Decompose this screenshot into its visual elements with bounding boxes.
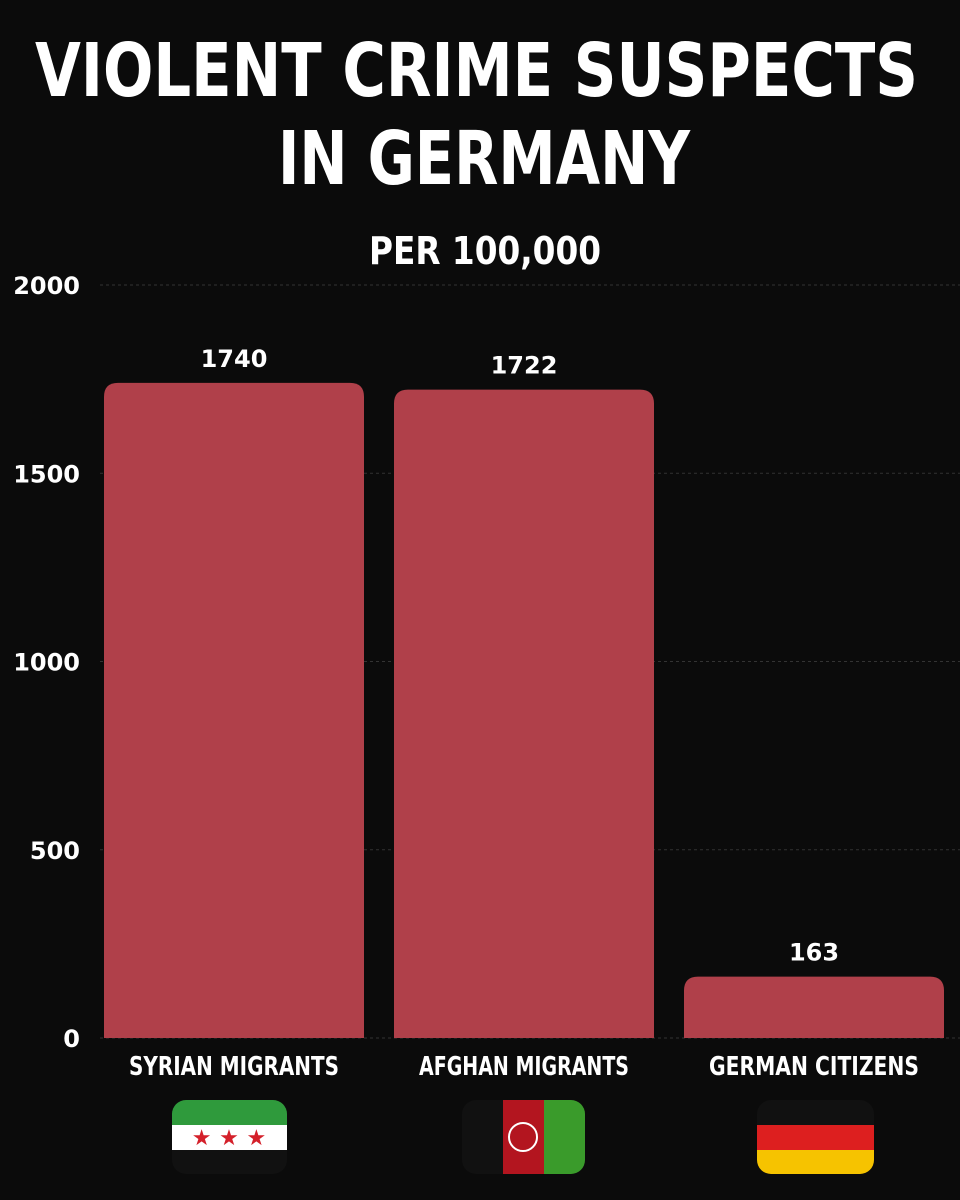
y-tick-label: 1500 <box>13 460 80 488</box>
flag-germany <box>757 1100 874 1174</box>
data-label: 1740 <box>201 345 268 373</box>
x-tick-label: GERMAN CITIZENS <box>709 1052 919 1082</box>
bar <box>394 389 654 1038</box>
data-label: 163 <box>789 939 839 967</box>
y-tick-label: 2000 <box>13 272 80 300</box>
flag-syria: ★ ★ ★ <box>172 1100 287 1174</box>
bar <box>104 382 364 1038</box>
y-tick-label: 1000 <box>13 649 80 677</box>
x-tick-label: SYRIAN MIGRANTS <box>129 1052 339 1082</box>
x-tick-label: AFGHAN MIGRANTS <box>419 1052 629 1082</box>
bar <box>684 976 944 1038</box>
chart-subtitle: PER 100,000 <box>369 229 601 273</box>
y-tick-label: 0 <box>63 1025 80 1053</box>
y-tick-label: 500 <box>30 837 80 865</box>
svg-text:★ ★ ★: ★ ★ ★ <box>192 1126 267 1151</box>
data-label: 1722 <box>491 352 558 380</box>
chart-title: VIOLENT CRIME SUSPECTS <box>35 28 918 114</box>
chart-title: IN GERMANY <box>278 116 691 202</box>
flag-afghanistan <box>462 1100 585 1174</box>
